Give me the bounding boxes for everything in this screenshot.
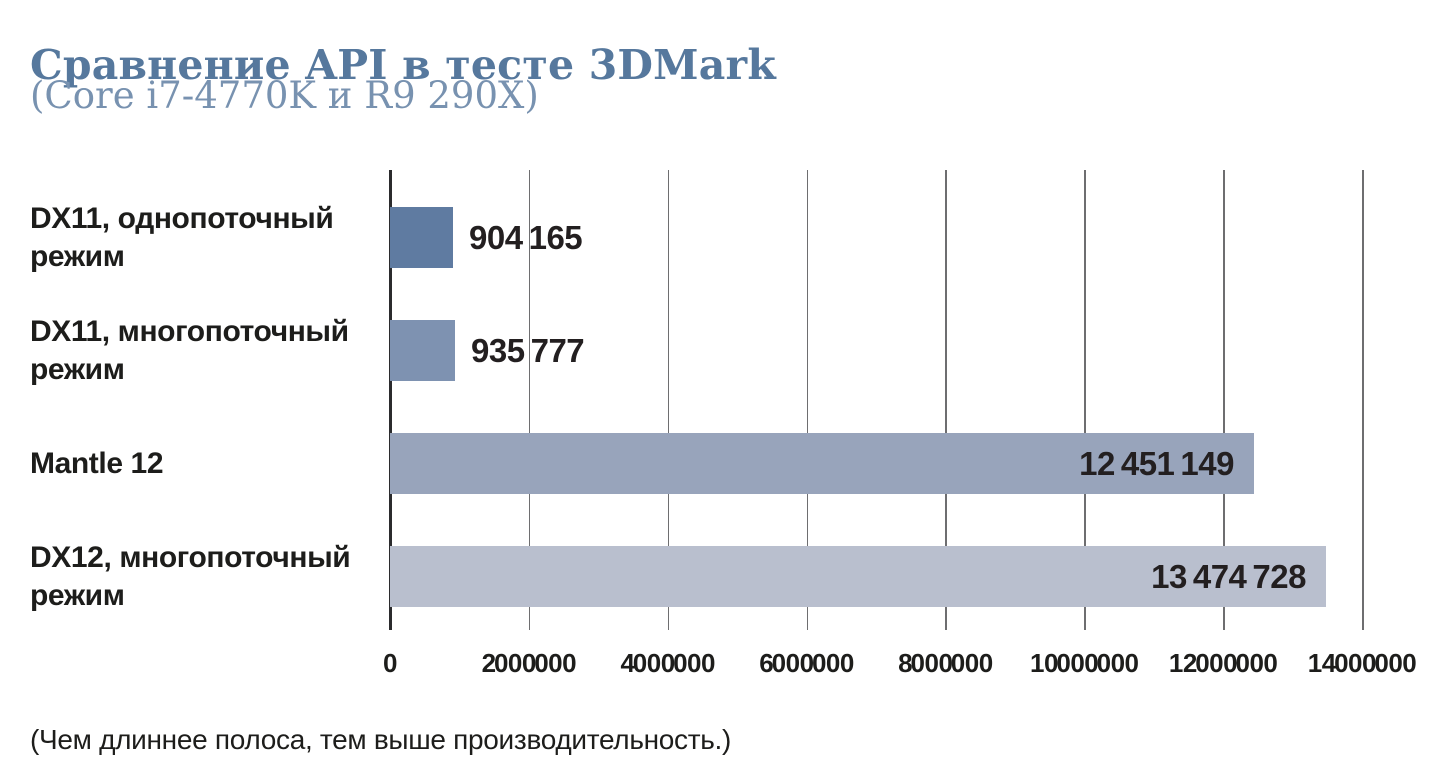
plot-area: 0 2 000 000 4 000 000 6 000 000 8 000 000 10 … (383, 170, 1446, 710)
category-labels: DX11, однопоточный режим DX11, многопоточн… (30, 0, 375, 781)
y-axis-line (389, 170, 392, 630)
category-label: DX11, однопоточный режим (30, 201, 334, 273)
bar-value-label: 13 474 728 (1151, 557, 1306, 595)
gridline (1084, 170, 1086, 630)
bar-value-label: 935 777 (471, 331, 585, 369)
bar: 13 474 728 (390, 546, 1326, 607)
bar: 12 451 149 (390, 433, 1254, 494)
x-tick-label: 6 000 000 (759, 648, 854, 678)
chart-footnote: (Чем длиннее полоса, тем выше производит… (30, 724, 732, 755)
gridline (528, 170, 531, 630)
x-tick-label: 2 000 000 (481, 648, 577, 678)
category-label: DX12, многопоточный режим (30, 540, 351, 612)
x-tick-label: 10 000 000 (1030, 648, 1139, 678)
chart-subtitle: (Core i7-4770K и R9 290X) (30, 74, 539, 117)
x-tick-label: 8 000 000 (898, 648, 993, 678)
x-tick-label: 12 000 000 (1168, 648, 1278, 678)
gridline (806, 170, 809, 630)
bar: 904 165 (390, 207, 583, 268)
bar-value-label: 904 165 (469, 218, 583, 256)
bar: 935 777 (390, 320, 585, 381)
gridline (1362, 170, 1364, 630)
x-tick-label: 14 000 000 (1307, 648, 1417, 678)
bar-value-label: 12 451 149 (1079, 444, 1234, 482)
gridline (945, 170, 947, 630)
x-tick-label: 0 (383, 648, 397, 678)
gridline (1223, 170, 1225, 630)
category-label: DX11, многопоточный режим (30, 314, 349, 386)
category-label: Mantle 12 (30, 446, 164, 480)
gridline (667, 170, 670, 630)
page-title: Сравнение API в тесте 3DMark (30, 41, 776, 90)
x-tick-label: 4 000 000 (620, 648, 715, 678)
